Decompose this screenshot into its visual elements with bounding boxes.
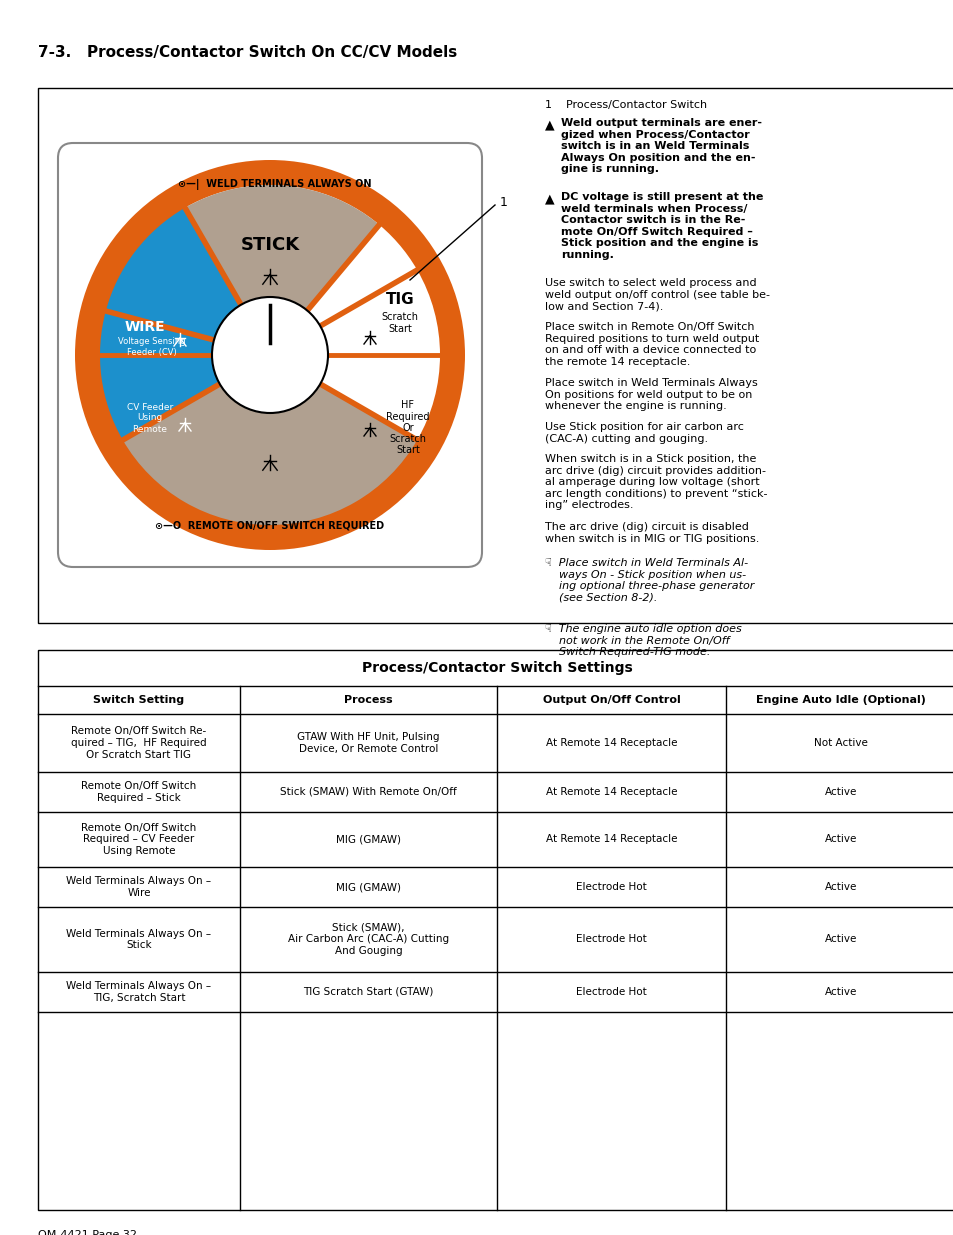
Text: CV Feeder: CV Feeder xyxy=(127,403,172,411)
Text: Electrode Hot: Electrode Hot xyxy=(576,935,646,945)
Text: Use Stick position for air carbon arc
(CAC-A) cutting and gouging.: Use Stick position for air carbon arc (C… xyxy=(544,422,743,443)
Text: ⊙—O  REMOTE ON/OFF SWITCH REQUIRED: ⊙—O REMOTE ON/OFF SWITCH REQUIRED xyxy=(155,521,384,531)
Text: Remote: Remote xyxy=(132,425,168,433)
Text: Output On/Off Control: Output On/Off Control xyxy=(542,695,679,705)
Text: ⊙—|  WELD TERMINALS ALWAYS ON: ⊙—| WELD TERMINALS ALWAYS ON xyxy=(178,179,372,189)
Text: Not Active: Not Active xyxy=(814,739,867,748)
Text: Place switch in Remote On/Off Switch
Required positions to turn weld output
on a: Place switch in Remote On/Off Switch Req… xyxy=(544,322,759,367)
Text: Remote On/Off Switch Re-
quired – TIG,  HF Required
Or Scratch Start TIG: Remote On/Off Switch Re- quired – TIG, H… xyxy=(71,726,207,760)
Text: TIG Scratch Start (GTAW): TIG Scratch Start (GTAW) xyxy=(303,987,434,997)
Wedge shape xyxy=(106,207,270,354)
Text: OM-4421 Page 32: OM-4421 Page 32 xyxy=(38,1230,137,1235)
Text: Use switch to select weld process and
weld output on/off control (see table be-
: Use switch to select weld process and we… xyxy=(544,278,769,311)
Text: Active: Active xyxy=(824,987,857,997)
Text: Switch Setting: Switch Setting xyxy=(93,695,184,705)
Text: Electrode Hot: Electrode Hot xyxy=(576,987,646,997)
Text: Active: Active xyxy=(824,882,857,892)
Text: At Remote 14 Receptacle: At Remote 14 Receptacle xyxy=(545,835,677,845)
Text: Remote On/Off Switch
Required – CV Feeder
Using Remote: Remote On/Off Switch Required – CV Feede… xyxy=(81,823,196,856)
Text: HF: HF xyxy=(401,400,414,410)
Text: MIG (GMAW): MIG (GMAW) xyxy=(335,882,400,892)
Text: Feeder (CV): Feeder (CV) xyxy=(127,347,176,357)
Text: Process/Contactor Switch Settings: Process/Contactor Switch Settings xyxy=(361,661,632,676)
Text: Electrode Hot: Electrode Hot xyxy=(576,882,646,892)
Text: Active: Active xyxy=(824,835,857,845)
Wedge shape xyxy=(185,185,416,354)
Text: The arc drive (dig) circuit is disabled
when switch is in MIG or TIG positions.: The arc drive (dig) circuit is disabled … xyxy=(544,522,759,543)
Circle shape xyxy=(212,296,328,412)
Text: WIRE: WIRE xyxy=(125,320,165,333)
Text: Start: Start xyxy=(395,445,419,454)
Text: Voltage Sensing: Voltage Sensing xyxy=(118,337,186,347)
Text: Active: Active xyxy=(824,787,857,797)
Text: Start: Start xyxy=(388,324,412,333)
Text: Using: Using xyxy=(137,414,162,422)
Wedge shape xyxy=(75,161,464,354)
Wedge shape xyxy=(75,354,464,550)
Text: Or: Or xyxy=(402,424,414,433)
Wedge shape xyxy=(100,311,270,440)
Text: Weld Terminals Always On –
Wire: Weld Terminals Always On – Wire xyxy=(67,876,212,898)
Wedge shape xyxy=(270,270,439,440)
Text: 1    Process/Contactor Switch: 1 Process/Contactor Switch xyxy=(544,100,706,110)
Text: Stick (SMAW),
Air Carbon Arc (CAC-A) Cutting
And Gouging: Stick (SMAW), Air Carbon Arc (CAC-A) Cut… xyxy=(288,923,449,956)
Wedge shape xyxy=(123,354,416,525)
Text: Required: Required xyxy=(386,412,429,422)
Text: ☟  The engine auto idle option does
    not work in the Remote On/Off
    Switch: ☟ The engine auto idle option does not w… xyxy=(544,624,741,657)
Text: ▲: ▲ xyxy=(544,191,554,205)
Text: MIG (GMAW): MIG (GMAW) xyxy=(335,835,400,845)
Text: ▲: ▲ xyxy=(544,119,554,131)
Text: 1: 1 xyxy=(499,196,507,210)
Text: Remote On/Off Switch
Required – Stick: Remote On/Off Switch Required – Stick xyxy=(81,782,196,803)
Text: ☟  Place switch in Weld Terminals Al-
    ways On - Stick position when us-
    : ☟ Place switch in Weld Terminals Al- way… xyxy=(544,558,754,603)
Text: Scratch: Scratch xyxy=(381,312,418,322)
Bar xyxy=(38,650,953,1210)
Bar xyxy=(38,88,953,622)
Text: STICK: STICK xyxy=(240,236,299,254)
Text: 7-3.   Process/Contactor Switch On CC/CV Models: 7-3. Process/Contactor Switch On CC/CV M… xyxy=(38,44,456,61)
Text: Place switch in Weld Terminals Always
On positions for weld output to be on
when: Place switch in Weld Terminals Always On… xyxy=(544,378,757,411)
Text: Weld Terminals Always On –
TIG, Scratch Start: Weld Terminals Always On – TIG, Scratch … xyxy=(67,981,212,1003)
Text: Weld output terminals are ener-
gized when Process/Contactor
switch is in an Wel: Weld output terminals are ener- gized wh… xyxy=(560,119,761,174)
Text: Weld Terminals Always On –
Stick: Weld Terminals Always On – Stick xyxy=(67,929,212,950)
Text: Scratch: Scratch xyxy=(389,433,426,445)
FancyBboxPatch shape xyxy=(58,143,481,567)
Text: Engine Auto Idle (Optional): Engine Auto Idle (Optional) xyxy=(756,695,925,705)
Text: Process: Process xyxy=(344,695,393,705)
Text: Active: Active xyxy=(824,935,857,945)
Wedge shape xyxy=(185,185,379,354)
Text: When switch is in a Stick position, the
arc drive (dig) circuit provides additio: When switch is in a Stick position, the … xyxy=(544,454,767,510)
Text: GTAW With HF Unit, Pulsing
Device, Or Remote Control: GTAW With HF Unit, Pulsing Device, Or Re… xyxy=(297,732,439,753)
Text: TIG: TIG xyxy=(385,293,414,308)
Text: At Remote 14 Receptacle: At Remote 14 Receptacle xyxy=(545,739,677,748)
Text: Stick (SMAW) With Remote On/Off: Stick (SMAW) With Remote On/Off xyxy=(280,787,456,797)
Text: DC voltage is still present at the
weld terminals when Process/
Contactor switch: DC voltage is still present at the weld … xyxy=(560,191,762,261)
Text: At Remote 14 Receptacle: At Remote 14 Receptacle xyxy=(545,787,677,797)
